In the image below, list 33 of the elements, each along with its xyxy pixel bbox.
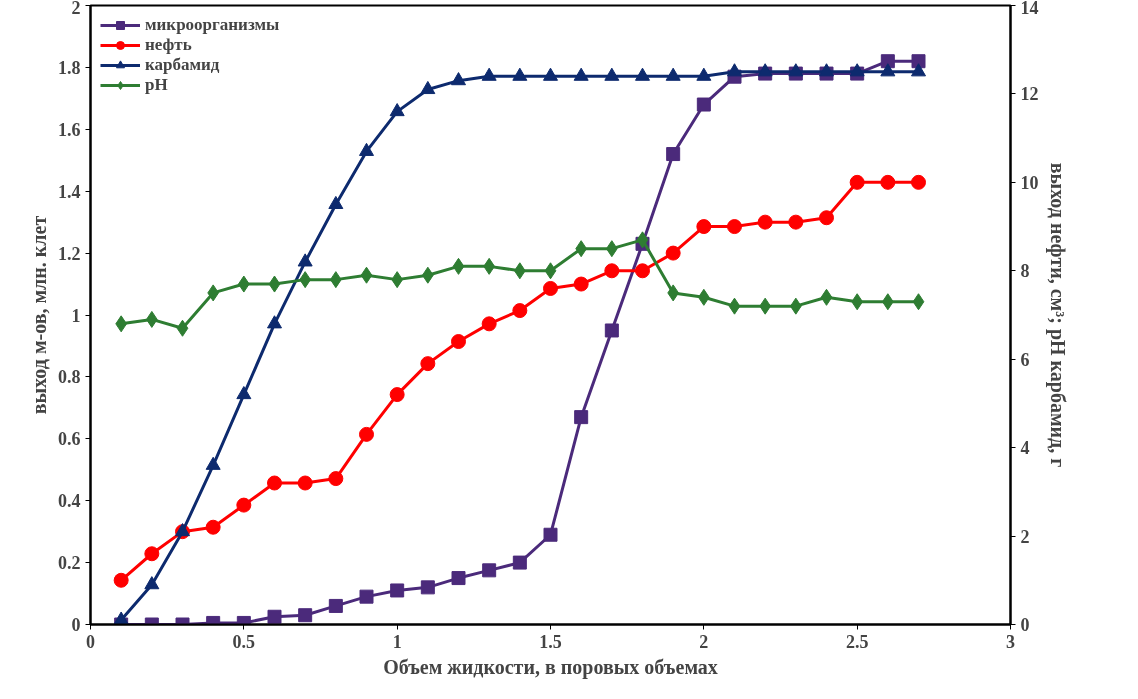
- y2-tick-label: 2: [1020, 526, 1030, 547]
- y2-tick-label: 14: [1020, 0, 1039, 18]
- y2-tick-label: 10: [1020, 172, 1039, 193]
- x-tick-label: 2: [699, 631, 709, 652]
- x-tick-label: 2.5: [845, 631, 869, 652]
- y-axis-title: выход м-ов, млн. клет: [28, 215, 50, 415]
- y-tick-label: 1.2: [58, 243, 81, 264]
- y-tick-label: 1.4: [58, 181, 81, 202]
- x-tick-label: 3: [1006, 631, 1015, 652]
- y2-tick-label: 6: [1020, 349, 1030, 370]
- legend-label: pH: [145, 75, 168, 95]
- x-tick-label: 0.5: [232, 631, 256, 652]
- y2-tick-label: 12: [1020, 84, 1039, 105]
- y-tick-label: 0.8: [58, 367, 81, 388]
- y-tick-label: 0: [71, 615, 81, 635]
- y-tick-label: 0.2: [58, 553, 81, 574]
- x-axis-title: Объем жидкости, в поровых объемах: [383, 655, 718, 679]
- y2-axis-title: выход нефти, см³; pH карбамид, г: [1045, 162, 1069, 468]
- y-tick-label: 0.4: [58, 491, 81, 512]
- x-tick-label: 0: [86, 631, 95, 652]
- y2-tick-label: 0: [1020, 615, 1030, 635]
- legend-label: нефть: [145, 35, 192, 55]
- x-tick-label: 1.5: [539, 631, 562, 652]
- y-tick-label: 1.6: [58, 119, 81, 140]
- y-tick-label: 0.6: [58, 429, 81, 450]
- x-tick-label: 1: [392, 631, 402, 652]
- legend-label: карбамид: [145, 55, 220, 75]
- y-tick-label: 2: [71, 0, 81, 18]
- y-tick-label: 1.8: [58, 57, 81, 78]
- y2-tick-label: 8: [1020, 261, 1030, 282]
- y2-tick-label: 4: [1020, 438, 1030, 459]
- y-tick-label: 1: [71, 305, 81, 326]
- legend-label: микроорганизмы: [145, 15, 280, 35]
